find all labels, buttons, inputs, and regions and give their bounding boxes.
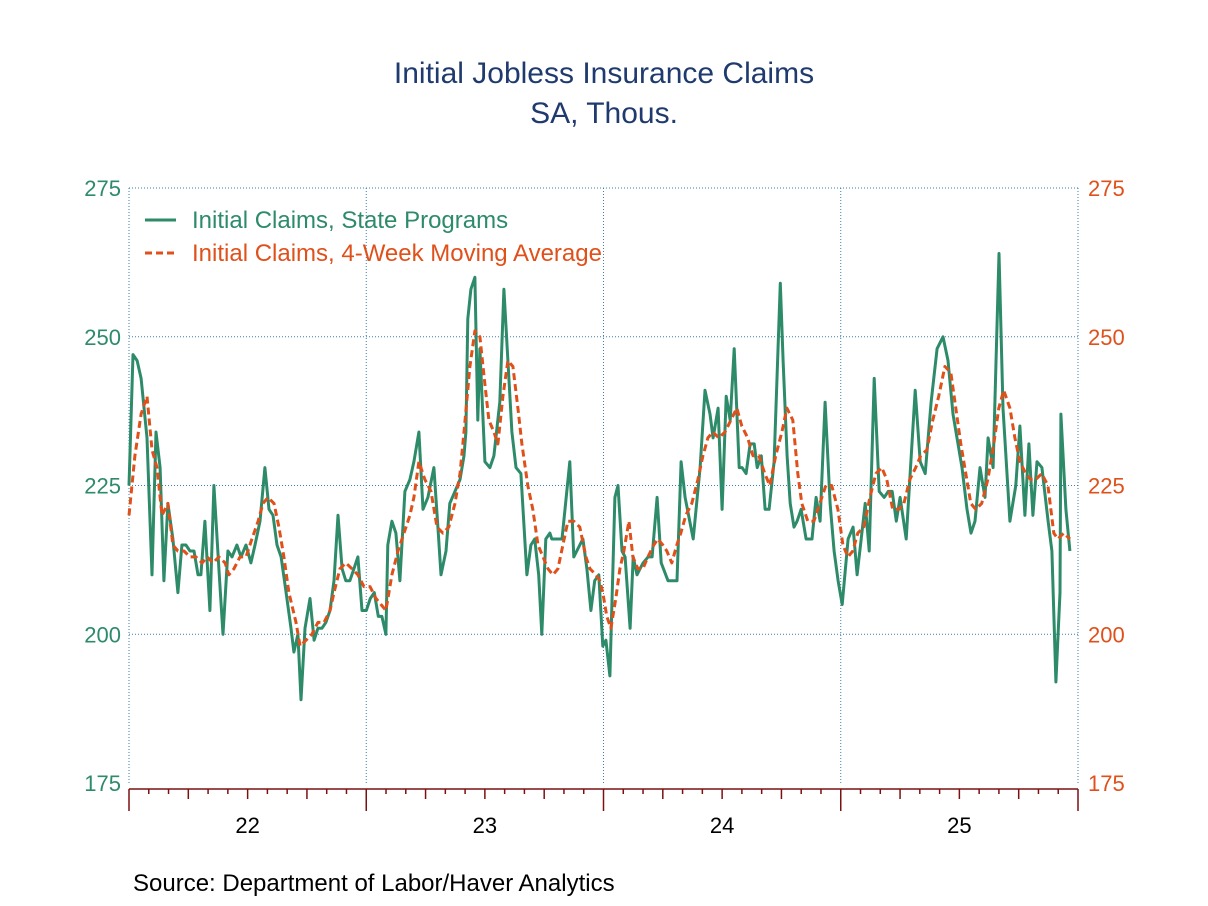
series-line-state-programs (127, 252, 1072, 702)
series-line-4-week-moving-average (127, 329, 1071, 648)
y-tick-label-left: 175 (84, 771, 121, 796)
y-tick-label-left: 225 (84, 474, 121, 499)
legend-label: Initial Claims, 4-Week Moving Average (192, 240, 602, 267)
chart-subtitle: SA, Thous. (530, 97, 678, 130)
y-tick-label-left: 250 (84, 325, 121, 350)
y-tick-label-right: 175 (1088, 771, 1125, 796)
legend-label: Initial Claims, State Programs (192, 207, 508, 234)
y-tick-label-left: 275 (84, 176, 121, 201)
x-tick-label: 22 (235, 813, 259, 838)
chart-title: Initial Jobless Insurance Claims (393, 57, 815, 90)
y-tick-label-left: 200 (84, 622, 121, 647)
y-tick-label-right: 275 (1088, 176, 1125, 201)
x-tick-label: 25 (947, 813, 971, 838)
x-tick-label: 24 (710, 813, 734, 838)
y-tick-label-right: 225 (1088, 474, 1125, 499)
y-tick-label-right: 200 (1088, 622, 1125, 647)
x-tick-label: 23 (473, 813, 497, 838)
y-tick-label-right: 250 (1088, 325, 1125, 350)
source-note: Source: Department of Labor/Haver Analyt… (133, 870, 615, 897)
